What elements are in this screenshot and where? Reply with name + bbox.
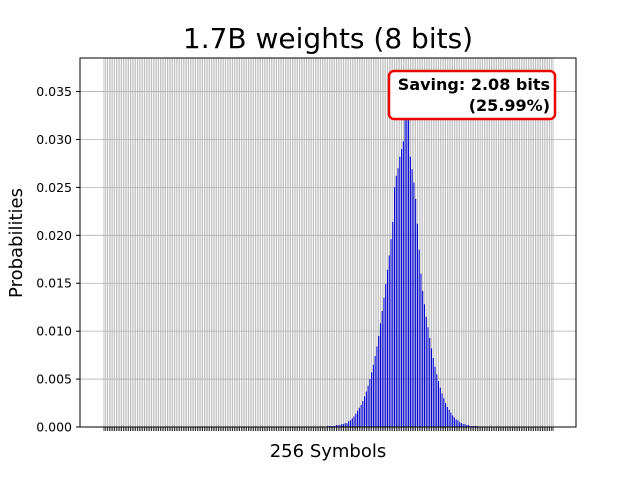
bar xyxy=(464,424,466,427)
bar xyxy=(371,372,373,427)
bar xyxy=(439,387,441,427)
bar xyxy=(402,141,404,428)
bar xyxy=(446,406,448,427)
bar xyxy=(445,403,447,427)
bar xyxy=(353,416,355,427)
bar xyxy=(379,323,381,427)
bar xyxy=(399,156,401,427)
y-tick-label: 0.030 xyxy=(36,132,72,147)
bar xyxy=(423,304,426,427)
bar xyxy=(355,413,357,427)
x-axis-ticks xyxy=(103,427,554,431)
annotation-line-1: Saving: 2.08 bits xyxy=(398,75,550,94)
y-tick-label: 0.025 xyxy=(36,180,72,195)
bar xyxy=(434,366,436,427)
bar xyxy=(342,424,345,427)
bars-group xyxy=(327,74,478,428)
bar xyxy=(443,398,445,427)
bar xyxy=(395,175,397,427)
y-tick-label: 0.015 xyxy=(36,276,72,291)
bar xyxy=(337,425,339,427)
bar xyxy=(374,356,376,427)
bar xyxy=(425,316,427,427)
bar xyxy=(404,99,406,428)
bar xyxy=(452,415,454,427)
bar xyxy=(383,297,385,427)
bar xyxy=(344,423,346,427)
y-tick-label: 0.005 xyxy=(36,372,72,387)
bar xyxy=(339,425,341,427)
annotation-border xyxy=(387,69,557,121)
bar xyxy=(422,290,424,427)
bar xyxy=(416,223,418,427)
bar xyxy=(397,168,399,428)
bar xyxy=(365,391,367,427)
bar xyxy=(448,409,450,427)
bar xyxy=(430,348,433,427)
bar xyxy=(372,364,374,427)
bar xyxy=(341,424,343,427)
bar xyxy=(450,412,452,427)
bar xyxy=(467,425,470,427)
bar xyxy=(418,249,420,427)
bar xyxy=(401,149,403,427)
bar xyxy=(420,273,422,427)
bar xyxy=(335,425,337,427)
bar xyxy=(348,421,350,427)
chart-title: 1.7B weights (8 bits) xyxy=(183,22,473,55)
bar xyxy=(432,357,434,427)
bar xyxy=(364,396,366,427)
bar xyxy=(381,311,383,427)
bar xyxy=(346,423,348,427)
y-tick-label: 0.000 xyxy=(36,420,72,435)
y-tick-label: 0.010 xyxy=(36,324,72,339)
saving-annotation: Saving: 2.08 bits (25.99%) xyxy=(387,69,557,121)
bar xyxy=(429,337,431,427)
bar xyxy=(460,423,462,427)
y-axis-ticks: 0.000 0.005 0.010 0.015 0.020 0.025 0.030 0.035 xyxy=(36,84,80,435)
x-axis-label: 256 Symbols xyxy=(270,441,387,462)
bar xyxy=(390,239,392,427)
bar xyxy=(436,374,438,427)
bar xyxy=(413,182,415,427)
bar xyxy=(376,346,378,427)
bar xyxy=(378,335,380,427)
bar xyxy=(411,169,413,428)
y-axis-label: Probabilities xyxy=(6,188,27,298)
bar xyxy=(441,393,443,427)
bar xyxy=(357,410,359,427)
bar xyxy=(408,105,410,427)
bar xyxy=(427,327,429,427)
bar xyxy=(392,221,394,427)
bar xyxy=(360,404,362,427)
bar xyxy=(457,420,459,427)
bar xyxy=(386,269,389,427)
bar xyxy=(409,156,411,427)
bar xyxy=(438,380,440,427)
bar xyxy=(369,379,371,427)
bar xyxy=(455,419,457,427)
bar xyxy=(388,255,390,427)
bar xyxy=(349,420,352,427)
bar xyxy=(415,198,417,427)
bar xyxy=(358,407,360,427)
bar xyxy=(385,284,387,427)
bar xyxy=(466,425,468,427)
y-tick-label: 0.020 xyxy=(36,228,72,243)
bar xyxy=(351,418,353,427)
bar xyxy=(462,424,464,427)
y-tick-label: 0.035 xyxy=(36,84,72,99)
bar xyxy=(367,385,369,427)
bar xyxy=(459,422,461,427)
bar xyxy=(393,187,396,427)
bar xyxy=(406,74,408,427)
bar xyxy=(362,401,364,427)
annotation-line-2: (25.99%) xyxy=(469,96,550,115)
bar xyxy=(453,417,455,427)
